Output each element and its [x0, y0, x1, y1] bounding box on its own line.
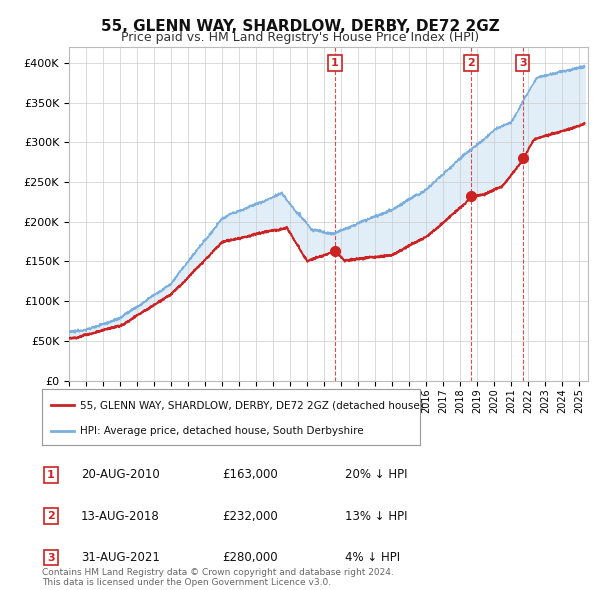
Text: 3: 3 [519, 58, 527, 68]
Text: 13-AUG-2018: 13-AUG-2018 [81, 510, 160, 523]
Text: 13% ↓ HPI: 13% ↓ HPI [345, 510, 407, 523]
Text: 20% ↓ HPI: 20% ↓ HPI [345, 468, 407, 481]
Text: 20-AUG-2010: 20-AUG-2010 [81, 468, 160, 481]
Text: HPI: Average price, detached house, South Derbyshire: HPI: Average price, detached house, Sout… [80, 427, 364, 437]
Text: 31-AUG-2021: 31-AUG-2021 [81, 551, 160, 564]
Text: £232,000: £232,000 [222, 510, 278, 523]
Text: 2: 2 [47, 512, 55, 521]
Text: 1: 1 [331, 58, 339, 68]
Text: £163,000: £163,000 [222, 468, 278, 481]
Text: 55, GLENN WAY, SHARDLOW, DERBY, DE72 2GZ (detached house): 55, GLENN WAY, SHARDLOW, DERBY, DE72 2GZ… [80, 400, 424, 410]
Text: 1: 1 [47, 470, 55, 480]
Text: 3: 3 [47, 553, 55, 562]
Text: Contains HM Land Registry data © Crown copyright and database right 2024.
This d: Contains HM Land Registry data © Crown c… [42, 568, 394, 587]
Text: 4% ↓ HPI: 4% ↓ HPI [345, 551, 400, 564]
Text: Price paid vs. HM Land Registry's House Price Index (HPI): Price paid vs. HM Land Registry's House … [121, 31, 479, 44]
Text: 2: 2 [467, 58, 475, 68]
Text: £280,000: £280,000 [222, 551, 278, 564]
Text: 55, GLENN WAY, SHARDLOW, DERBY, DE72 2GZ: 55, GLENN WAY, SHARDLOW, DERBY, DE72 2GZ [101, 19, 499, 34]
